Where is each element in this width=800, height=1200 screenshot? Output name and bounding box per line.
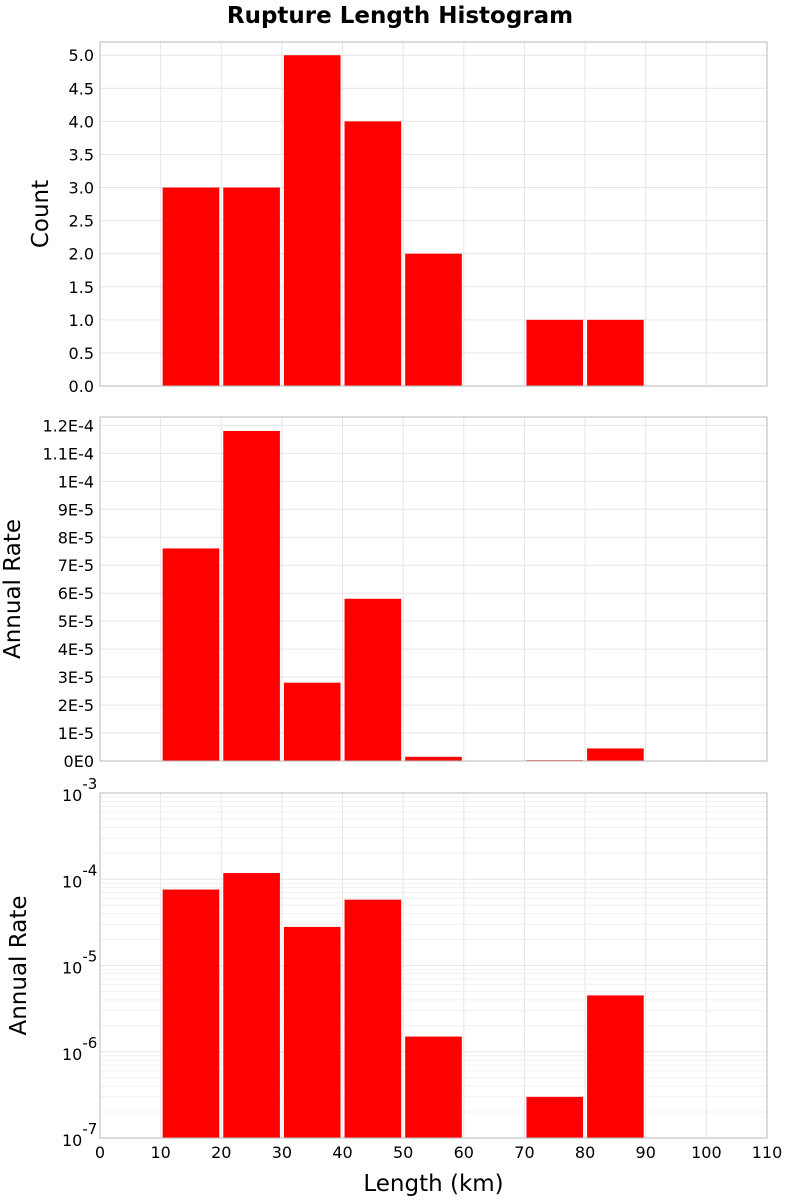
y-tick-label: 3E-5 [58,668,94,687]
y-tick-label: 2E-5 [58,696,94,715]
bar [283,926,341,1138]
y-tick-label: 10-3 [62,775,97,805]
bars [162,873,644,1138]
x-tick-label: 70 [514,1143,534,1162]
bar [526,319,584,386]
bar [162,889,220,1138]
y-tick-label: 7E-5 [58,556,94,575]
y-tick-label: 5E-5 [58,612,94,631]
y-tick-exponent: -6 [82,1034,97,1052]
y-tick-label: 1.1E-4 [42,444,94,463]
x-axis-label: Length (km) [363,1171,503,1197]
bars [162,55,644,386]
x-tick-labels: 0 10 20 30 40 50 60 70 80 90 100 110 [95,1143,782,1162]
chart-title: Rupture Length Histogram [227,3,573,29]
bar [162,187,220,386]
y-tick-label: 8E-5 [58,528,94,547]
y-tick-labels: 10-310-410-510-610-7 [62,775,97,1150]
y-tick-label: 4.5 [69,79,94,98]
y-tick-label: 10-6 [62,1034,97,1064]
x-tick-label: 60 [454,1143,474,1162]
y-tick-label: 1.5 [69,278,94,297]
y-tick-labels: 0.0 0.5 1.0 1.5 2.0 2.5 3.0 3.5 4.0 4.5 5.0 [69,46,94,396]
y-tick-label: 1E-5 [58,724,94,743]
y-tick-label: 4E-5 [58,640,94,659]
x-tick-label: 20 [211,1143,231,1162]
y-axis-label: Annual Rate [0,519,26,659]
x-tick-label: 30 [272,1143,292,1162]
x-tick-label: 110 [752,1143,783,1162]
y-tick-labels: 0E0 1E-5 2E-5 3E-5 4E-5 5E-5 6E-5 7E-5 8E-5 9E-5 1… [42,416,94,771]
x-tick-label: 40 [332,1143,352,1162]
bar [223,873,280,1138]
y-tick-label: 1E-4 [58,472,94,491]
x-tick-label: 80 [575,1143,595,1162]
y-tick-label: 0.0 [69,377,94,396]
y-tick-exponent: -5 [82,948,97,966]
bar [344,598,402,761]
y-tick-exponent: -4 [82,861,97,879]
y-tick-label: 2.5 [69,212,94,231]
bar [283,682,341,761]
plot-frame [99,416,768,762]
y-tick-label: 10-4 [62,861,97,891]
y-tick-exponent: -3 [82,775,97,793]
x-tick-label: 50 [393,1143,413,1162]
y-tick-label: 10-5 [62,948,97,978]
y-tick-label: 9E-5 [58,500,94,519]
bar [223,187,280,386]
y-tick-label: 0.5 [69,344,94,363]
y-tick-label: 4.0 [69,112,94,131]
bar [405,756,462,761]
y-tick-base: 10 [62,872,82,891]
count-panel: 0.0 0.5 1.0 1.5 2.0 2.5 3.0 3.5 4.0 4.5 5.0 Count [28,41,768,396]
bar [405,253,462,386]
plot-frame [99,41,768,387]
bar [405,1036,462,1138]
x-tick-label: 0 [95,1143,105,1162]
y-tick-label: 1.2E-4 [42,416,94,435]
y-tick-exponent: -7 [82,1120,97,1138]
x-tick-label: 10 [150,1143,170,1162]
y-axis-label: Annual Rate [6,896,32,1036]
y-axis-label: Count [28,180,54,248]
y-tick-base: 10 [62,786,82,805]
bar [344,121,402,386]
y-tick-base: 10 [62,1131,82,1150]
bar [283,55,341,386]
y-tick-label: 3.5 [69,145,94,164]
y-tick-base: 10 [62,1045,82,1064]
bar [587,995,644,1138]
y-tick-label: 0E0 [64,752,94,771]
bar [223,430,280,761]
bar [526,1096,584,1138]
bars [162,430,644,761]
x-tick-label: 90 [636,1143,656,1162]
y-tick-label: 10-7 [62,1120,97,1150]
x-tick-label: 100 [691,1143,722,1162]
bar [344,899,402,1138]
y-tick-label: 3.0 [69,179,94,198]
y-tick-base: 10 [62,959,82,978]
bar [587,319,644,386]
y-tick-label: 5.0 [69,46,94,65]
y-tick-label: 2.0 [69,245,94,264]
annual-rate-linear-panel: 0E0 1E-5 2E-5 3E-5 4E-5 5E-5 6E-5 7E-5 8E-5 9E-5 1… [0,416,768,771]
bar [162,548,220,761]
bar [587,748,644,761]
plot-frame [99,792,768,1139]
y-tick-label: 1.0 [69,311,94,330]
y-tick-label: 6E-5 [58,584,94,603]
